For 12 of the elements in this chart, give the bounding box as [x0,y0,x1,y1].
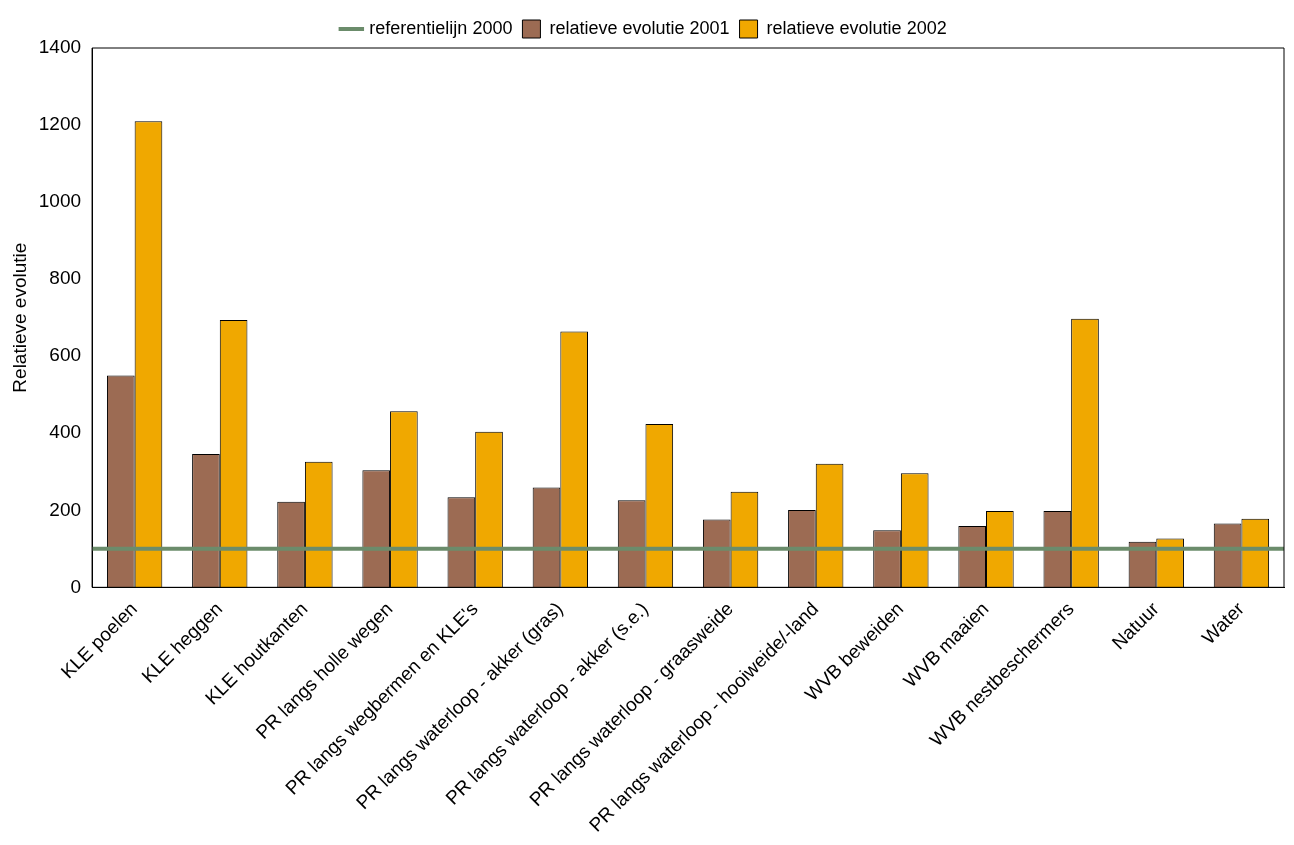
y-tick-label: 800 [49,267,82,289]
y-tick-label: 0 [70,575,82,597]
y-tick-label: 600 [49,344,82,366]
legend-label: referentielijn 2000 [369,17,513,38]
y-axis-title: Relatieve evolutie [8,242,30,393]
y-tick-label: 200 [49,498,82,520]
legend-label: relatieve evolutie 2002 [766,17,947,38]
y-tick-label: 1200 [38,113,82,135]
y-tick-label: 1400 [38,36,82,58]
legend-label: relatieve evolutie 2001 [549,17,730,38]
y-tick-label: 400 [49,421,82,443]
y-tick-label: 1000 [38,190,82,212]
